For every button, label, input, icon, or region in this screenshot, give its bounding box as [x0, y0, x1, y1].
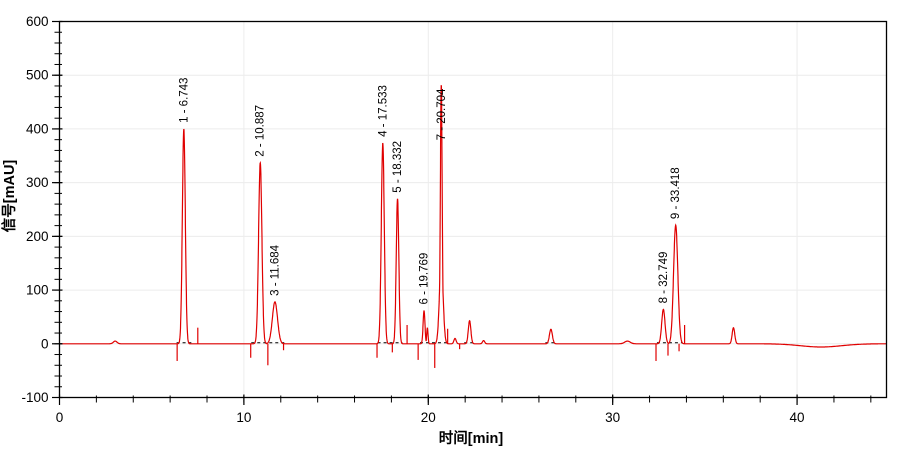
y-tick-label: 500 [26, 68, 49, 83]
peak-label: 8 - 32.749 [658, 252, 670, 304]
x-tick-label: 30 [605, 410, 620, 425]
axis-tick-labels: 0 10 20 30 40 -100 0 100 200 300 400 500 600 [21, 14, 804, 425]
peak-label: 4 - 17.533 [377, 85, 389, 137]
x-tick-label: 10 [236, 410, 251, 425]
y-tick-label: 200 [26, 229, 49, 244]
y-tick-label: 0 [41, 336, 49, 351]
x-axis-title: 时间[min] [439, 429, 504, 447]
peak-start-end-markers [176, 324, 686, 368]
axis-ticks [52, 20, 872, 405]
signal-trace-layer [59, 85, 887, 348]
peak-label: 9 - 33.418 [670, 167, 682, 219]
plot-border [58, 20, 888, 399]
x-tick-label: 20 [421, 410, 436, 425]
y-tick-label: 300 [26, 175, 49, 190]
y-axis-title: 信号[mAU] [0, 160, 18, 233]
peak-labels: 1 - 6.743 2 - 10.887 3 - 11.684 4 - 17.5335… [178, 78, 682, 305]
y-tick-label: 600 [26, 14, 49, 29]
signal-trace [59, 85, 887, 348]
peak-label: 6 - 19.769 [419, 253, 431, 305]
y-tick-label: 400 [26, 121, 49, 136]
y-tick-label: 100 [26, 283, 49, 298]
x-tick-label: 0 [56, 410, 64, 425]
peak-label: 7 - 20.704 [436, 88, 448, 140]
peak-label: 2 - 10.887 [255, 105, 267, 157]
y-tick-label: -100 [21, 390, 48, 405]
peak-label: 3 - 11.684 [269, 244, 281, 296]
x-tick-label: 40 [790, 410, 805, 425]
peak-label: 5 - 18.332 [392, 141, 404, 193]
peak-label: 1 - 6.743 [178, 78, 190, 123]
